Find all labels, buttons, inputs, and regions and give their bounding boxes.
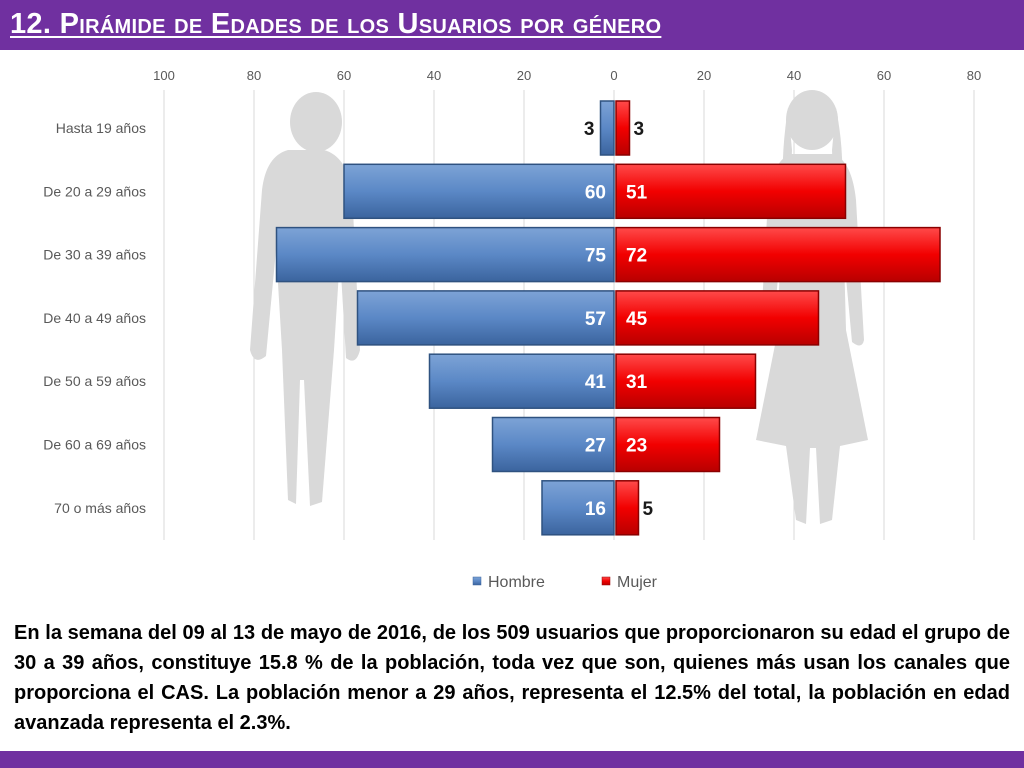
category-label: De 50 a 59 años [43, 373, 146, 389]
bar-hombre [541, 480, 615, 536]
x-tick-label: 100 [153, 68, 175, 83]
x-tick-label: 20 [697, 68, 711, 83]
x-tick-label: 80 [247, 68, 261, 83]
category-axis: Hasta 19 años De 20 a 29 años De 30 a 39 a… [43, 120, 146, 516]
legend-label-mujer: Mujer [617, 574, 658, 591]
x-axis-ticks: 100 80 60 40 20 0 20 40 60 80 [153, 68, 981, 83]
bar-hombre [343, 163, 615, 220]
category-label: De 40 a 49 años [43, 310, 146, 326]
x-tick-label: 60 [337, 68, 351, 83]
bar-hombre [356, 290, 615, 346]
bar-mujer [615, 290, 820, 346]
bar-hombre [491, 416, 615, 473]
x-tick-label: 40 [427, 68, 441, 83]
bar-mujer [615, 353, 757, 409]
bar-mujer [615, 163, 847, 220]
data-label-hombre: 3 [584, 119, 595, 140]
data-label-mujer: 23 [626, 436, 647, 457]
x-tick-label: 80 [967, 68, 981, 83]
population-pyramid-chart: 100 80 60 40 20 0 20 40 60 80 Hasta 19 años De 20 … [43, 68, 981, 591]
bar-hombre [599, 100, 615, 156]
bar-mujer [615, 100, 631, 156]
bars-group [275, 100, 941, 536]
data-label-hombre: 16 [585, 499, 606, 520]
category-label: 70 o más años [54, 500, 146, 516]
bar-hombre [275, 226, 615, 283]
data-label-mujer: 3 [634, 119, 645, 140]
category-label: De 60 a 69 años [43, 437, 146, 453]
category-label: De 30 a 39 años [43, 247, 146, 263]
legend-swatch-mujer [601, 576, 611, 586]
bar-mujer [615, 416, 721, 473]
legend-swatch-hombre [472, 576, 482, 586]
bar-hombre [428, 353, 615, 409]
description-paragraph: En la semana del 09 al 13 de mayo de 201… [14, 622, 1010, 734]
data-labels: 3 3 60 51 75 72 57 45 41 31 27 23 16 5 [584, 119, 654, 520]
title-bar: 12. Pirámide de Edades de los Usuarios p… [0, 0, 1024, 50]
data-label-hombre: 57 [585, 309, 606, 330]
data-label-mujer: 51 [626, 182, 648, 203]
x-tick-label: 0 [610, 68, 617, 83]
page-title: 12. Pirámide de Edades de los Usuarios p… [10, 8, 662, 40]
data-label-mujer: 5 [643, 499, 654, 520]
data-label-hombre: 41 [585, 372, 607, 393]
x-tick-label: 40 [787, 68, 801, 83]
data-label-mujer: 72 [626, 246, 647, 267]
data-label-mujer: 45 [626, 309, 648, 330]
data-label-hombre: 60 [585, 182, 606, 203]
data-label-hombre: 27 [585, 436, 606, 457]
x-tick-label: 20 [517, 68, 531, 83]
data-label-hombre: 75 [585, 246, 607, 267]
legend: Hombre Mujer [472, 574, 658, 591]
category-label: De 20 a 29 años [43, 183, 146, 199]
category-label: Hasta 19 años [56, 120, 146, 136]
bar-mujer [615, 480, 640, 536]
legend-label-hombre: Hombre [488, 574, 545, 591]
bottom-bar [0, 751, 1024, 768]
x-tick-label: 60 [877, 68, 891, 83]
bar-mujer [615, 226, 941, 283]
data-label-mujer: 31 [626, 372, 648, 393]
